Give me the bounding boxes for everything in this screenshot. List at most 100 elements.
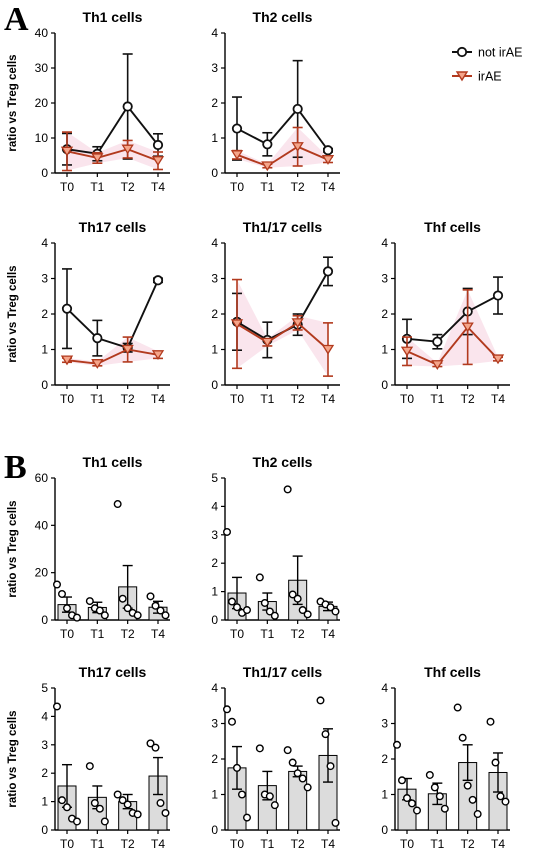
x-tick-label: T1: [260, 392, 274, 406]
series-line-not-irae: [236, 107, 329, 151]
point-not-irae: [152, 275, 164, 286]
x-tick-label: T4: [321, 180, 335, 194]
point-not-irae: [231, 123, 243, 134]
data-point: [232, 603, 241, 612]
y-tick-label: 3: [211, 272, 218, 286]
x-tick-label: T4: [151, 837, 165, 851]
point-irae: [91, 359, 104, 369]
x-tick-label: T2: [291, 837, 305, 851]
data-point: [288, 590, 297, 599]
point-irae: [91, 153, 104, 164]
data-point: [161, 611, 170, 620]
data-point: [255, 573, 264, 582]
y-tick-label: 3: [211, 717, 218, 731]
point-not-irae: [92, 333, 103, 344]
data-point: [95, 606, 104, 615]
data-point: [151, 743, 160, 752]
x-tick-label: T4: [321, 627, 335, 641]
data-point: [440, 804, 449, 813]
y-tick-label: 0: [211, 166, 218, 180]
y-tick-label: 2: [211, 752, 218, 766]
chart-a-4: Th1/17 cells 0 1 2 3 4 T0 T1 T2 T4: [211, 219, 340, 406]
data-point: [265, 607, 274, 616]
y-tick-label: 20: [35, 566, 49, 580]
data-point: [222, 527, 231, 536]
data-point: [260, 598, 269, 607]
x-tick-label: T2: [461, 392, 475, 406]
y-tick-label: 3: [211, 61, 218, 75]
data-point: [403, 794, 412, 803]
y-tick-label: 20: [35, 96, 49, 110]
y-tick-label: 40: [35, 518, 49, 532]
point-irae: [230, 319, 244, 330]
point-not-irae: [432, 336, 443, 347]
point-not-irae: [262, 139, 273, 150]
y-tick-label: 3: [41, 738, 48, 752]
x-tick-label: T0: [60, 627, 74, 641]
data-point: [113, 790, 122, 799]
data-point: [283, 485, 292, 494]
data-point: [468, 795, 477, 804]
y-tick-label: 0: [41, 378, 48, 392]
y-tick-label: 4: [211, 26, 218, 40]
y-tick-label: 4: [381, 236, 388, 250]
y-tick-label: 4: [211, 236, 218, 250]
data-point: [100, 817, 109, 826]
data-point: [72, 613, 81, 622]
chart-title: Thf cells: [424, 664, 481, 680]
data-point: [463, 781, 472, 790]
data-point: [237, 790, 246, 799]
chart-a-3: Th17 cells 0 1 2 3 4 T0 T1 T2 T4 ratio vs Treg cel…: [7, 219, 170, 406]
x-tick-label: T0: [60, 837, 74, 851]
data-point: [161, 808, 170, 817]
x-tick-label: T1: [430, 837, 444, 851]
y-axis-label: ratio vs Treg cells: [7, 710, 19, 807]
data-point: [458, 733, 467, 742]
x-tick-label: T2: [291, 392, 305, 406]
data-point: [288, 758, 297, 767]
data-point: [398, 776, 407, 785]
data-point: [63, 803, 72, 812]
legend: not irAE irAE: [452, 46, 522, 84]
data-point: [118, 796, 127, 805]
x-tick-label: T2: [121, 627, 135, 641]
series-line-irae: [236, 321, 329, 351]
series-line-not-irae: [406, 294, 499, 343]
panel-letter-b: B: [4, 449, 27, 486]
x-tick-label: T4: [321, 392, 335, 406]
y-tick-label: 3: [381, 272, 388, 286]
data-point: [486, 717, 495, 726]
data-point: [293, 594, 302, 603]
data-point: [156, 606, 165, 615]
chart-title: Th17 cells: [79, 664, 147, 680]
x-tick-label: T1: [260, 627, 274, 641]
data-point: [496, 792, 505, 801]
point-irae: [400, 346, 414, 357]
y-tick-label: 4: [381, 681, 388, 695]
point-irae: [121, 344, 134, 355]
chart-title: Th1 cells: [83, 454, 143, 470]
legend-marker-not-irae: [456, 46, 468, 58]
chart-b-8: Th17 cells 0 1 2 3 4 5 T0 T1 T2 T4 ratio vs Treg ce…: [7, 664, 170, 851]
x-tick-label: T2: [121, 837, 135, 851]
x-tick-label: T2: [291, 180, 305, 194]
data-point: [113, 500, 122, 509]
y-tick-label: 1: [41, 343, 48, 357]
chart-title: Thf cells: [424, 219, 481, 235]
x-tick-label: T4: [491, 837, 505, 851]
data-point: [270, 611, 279, 620]
point-irae: [461, 322, 474, 333]
point-irae: [431, 360, 444, 370]
point-irae: [60, 355, 74, 366]
data-point: [408, 799, 417, 808]
data-point: [232, 763, 241, 772]
chart-b-7: Th2 cells 0 1 2 3 4 5 T0 T1 T2 T4: [211, 454, 340, 641]
y-tick-label: 60: [35, 471, 49, 485]
data-point: [473, 810, 482, 819]
chart-a-2: Th2 cells 0 1 2 3 4 T0 T1 T2 T4: [211, 9, 340, 194]
legend-marker-irae: [455, 71, 469, 82]
x-tick-label: T0: [60, 180, 74, 194]
y-tick-label: 3: [41, 272, 48, 286]
